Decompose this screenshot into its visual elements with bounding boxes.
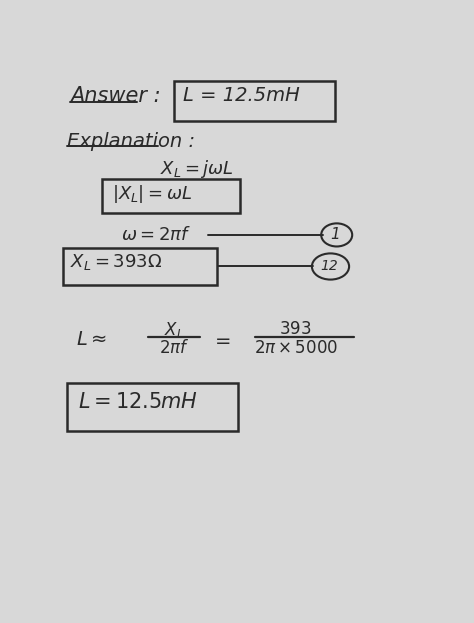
- Bar: [67, 383, 237, 430]
- Text: $2\pi f$: $2\pi f$: [159, 339, 189, 357]
- Text: $L \approx$: $L \approx$: [76, 330, 107, 350]
- Text: Explanation :: Explanation :: [67, 131, 195, 151]
- Bar: [174, 81, 335, 121]
- Text: $\omega = 2\pi f$: $\omega = 2\pi f$: [121, 226, 191, 244]
- Text: $|X_L| = \omega L$: $|X_L| = \omega L$: [112, 183, 192, 204]
- Text: 1: 1: [330, 227, 340, 242]
- Text: $X_L = j\omega L$: $X_L = j\omega L$: [160, 158, 234, 180]
- Text: $X_L$: $X_L$: [164, 320, 184, 340]
- Text: Answer :: Answer :: [70, 85, 161, 105]
- Text: $L  = 12.5mH$: $L = 12.5mH$: [78, 392, 198, 412]
- Text: $=$: $=$: [211, 330, 231, 350]
- Bar: [63, 248, 217, 285]
- Text: $2\pi \times 5000$: $2\pi \times 5000$: [254, 339, 337, 357]
- Bar: [102, 179, 240, 212]
- Text: 12: 12: [320, 259, 338, 273]
- Text: $X_L = 393\Omega$: $X_L = 393\Omega$: [70, 252, 162, 272]
- Text: $393$: $393$: [279, 320, 312, 338]
- Text: L = 12.5mH: L = 12.5mH: [183, 85, 300, 105]
